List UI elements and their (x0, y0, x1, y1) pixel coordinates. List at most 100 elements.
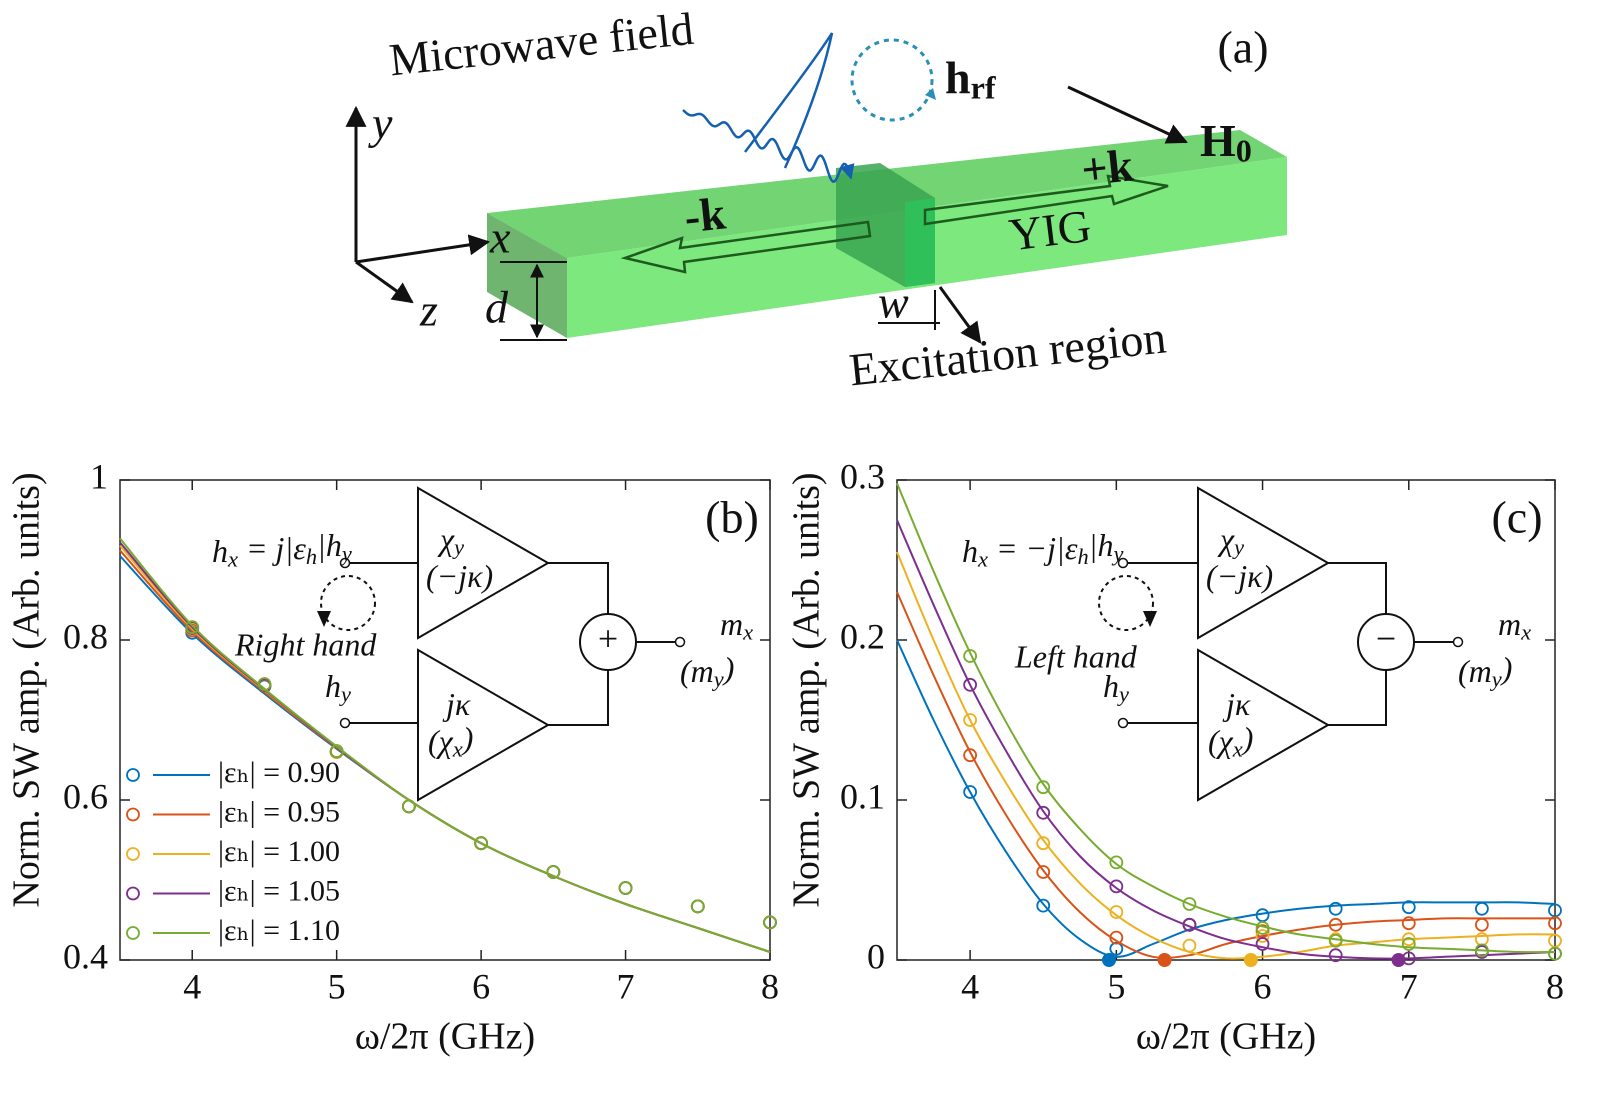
subscript: x (1520, 620, 1531, 645)
text-part: H (1200, 115, 1236, 166)
rf-circle (850, 38, 934, 122)
excitation-face (905, 198, 935, 287)
plot-frame (119, 479, 771, 961)
operator: + (598, 618, 618, 658)
bar-end (487, 213, 567, 338)
data-point (1182, 938, 1197, 953)
terminal (339, 557, 351, 569)
data-point (1474, 901, 1489, 916)
rich-text: jκ (442, 686, 471, 722)
subscript: rf (971, 70, 997, 106)
text-part: χ (437, 521, 455, 557)
panel-label: (a) (1217, 22, 1268, 73)
text-part: ) (1241, 720, 1254, 756)
rich-text: (χx) (428, 720, 473, 761)
microwave-wave (682, 109, 855, 183)
data-point (1255, 937, 1270, 951)
minimum-point (1391, 953, 1406, 967)
data-point (618, 881, 633, 895)
rich-text: jκ (1222, 686, 1251, 722)
data-point (1401, 932, 1416, 947)
data-point (1182, 897, 1197, 911)
data-point (1328, 917, 1343, 932)
rich-text: (my) (680, 650, 734, 691)
rich-text: (my) (1458, 650, 1512, 691)
rich-text: hx = −j|εh|hy (962, 528, 1123, 572)
rich-text: χy (437, 521, 464, 560)
rich-text: mx (1498, 606, 1531, 645)
data-point (1328, 948, 1343, 963)
minus-k-arrow (620, 220, 872, 274)
x-tick-label: 8 (761, 966, 779, 1006)
minimum-point (1243, 953, 1258, 967)
legend-marker (126, 886, 140, 901)
data-point (1401, 937, 1416, 951)
data-point (1036, 780, 1051, 795)
text-part: |h (1089, 528, 1114, 564)
x-tick-label: 6 (472, 966, 490, 1006)
rich-text: hrf (945, 52, 997, 106)
rich-text: (χx) (1208, 720, 1253, 761)
subscript: h (1077, 544, 1088, 569)
x-tick-label: 8 (1546, 966, 1564, 1006)
data-point (1182, 917, 1197, 932)
y-tick-label: 0.1 (840, 776, 885, 816)
subscript: x (1232, 737, 1243, 762)
data-point (1109, 905, 1124, 919)
minus-k-label: -k (682, 187, 728, 242)
data-point (1109, 855, 1124, 870)
terminal (1117, 717, 1129, 729)
rich-text: (−jκ) (426, 558, 493, 594)
subscript: x (742, 620, 753, 645)
x-tick-label: 6 (1254, 966, 1272, 1006)
rich-text: (−jκ) (1206, 558, 1273, 594)
text-part: (m (680, 653, 714, 689)
rich-text: hy (1103, 668, 1129, 707)
axis-label: x (489, 212, 511, 263)
axis-label: y (368, 98, 393, 149)
subscript: h (306, 544, 317, 569)
text-part: h (945, 52, 971, 103)
rich-text: hx = j|εh|hy (212, 528, 352, 572)
data-point (1036, 836, 1051, 851)
terminal (674, 636, 686, 648)
y-axis-label: Norm. SW amp. (Arb. units) (786, 472, 828, 907)
rich-text: H0 (1200, 115, 1252, 169)
data-point (1328, 901, 1343, 916)
terminal (339, 717, 351, 729)
data-point (1548, 946, 1562, 961)
x-axis-label: ω/2π (GHz) (355, 1016, 535, 1058)
plus-k-label: +k (1079, 139, 1136, 195)
data-point (1255, 929, 1270, 943)
x-tick-label: 7 (617, 966, 635, 1006)
plus-k-arrow (923, 174, 1169, 226)
x-tick-label: 7 (1400, 966, 1418, 1006)
data-point (474, 836, 489, 851)
data-point (763, 915, 777, 930)
amplifier (1197, 648, 1331, 802)
microwave-spike (744, 32, 834, 169)
y-tick-label: 1 (90, 456, 108, 496)
data-point (546, 865, 561, 879)
text-part: m (1498, 606, 1521, 642)
polarization-circle (1098, 575, 1154, 631)
data-point (1401, 900, 1416, 915)
text-part: h (325, 668, 341, 704)
fit-line (896, 551, 1556, 960)
thickness-label: d (485, 282, 509, 333)
polarization-label: Right hand (234, 626, 377, 662)
subscript: y (712, 667, 724, 692)
data-point (963, 677, 978, 692)
y-tick-label: 0.4 (63, 936, 108, 976)
legend-label: |εₕ| = 1.00 (218, 835, 340, 868)
y-tick-label: 0.2 (840, 616, 885, 656)
polarization-arrow (317, 611, 331, 627)
x-tick-label: 4 (183, 966, 201, 1006)
rich-text: hy (325, 668, 351, 707)
text-part: (χ (428, 723, 454, 759)
legend-marker (126, 768, 140, 782)
subscript: x (452, 737, 463, 762)
text-part: m (720, 606, 743, 642)
legend-label: |εₕ| = 1.10 (218, 914, 340, 947)
rf-circle-arrow (925, 88, 936, 100)
